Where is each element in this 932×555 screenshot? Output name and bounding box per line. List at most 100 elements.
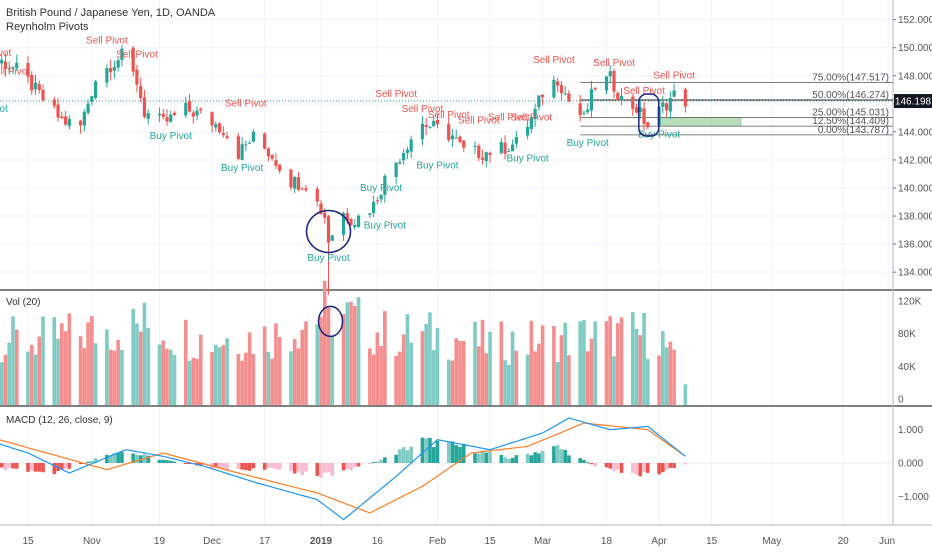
candle[interactable] [371, 195, 376, 218]
candle[interactable] [263, 132, 267, 150]
candle[interactable] [394, 161, 398, 184]
candle[interactable] [184, 96, 188, 118]
candle[interactable] [304, 185, 308, 192]
candle[interactable] [612, 68, 616, 99]
candle[interactable] [266, 147, 271, 162]
fibonacci-retracement[interactable]: 75.00%(147.517) 50.00%(146.274) 25.00%(145… [580, 73, 893, 136]
candle[interactable] [0, 55, 4, 68]
candle[interactable] [236, 132, 240, 161]
candle[interactable] [191, 110, 195, 124]
candle[interactable] [82, 109, 86, 132]
candle[interactable] [326, 214, 331, 295]
candle[interactable] [120, 45, 124, 67]
candle[interactable] [289, 168, 293, 191]
candle[interactable] [435, 113, 440, 129]
candle[interactable] [172, 111, 177, 116]
candle[interactable] [424, 118, 428, 135]
candle[interactable] [293, 176, 297, 193]
macd-axis[interactable]: 1.000 0.000 −1.000 [898, 425, 929, 503]
candle[interactable] [646, 121, 650, 129]
candle[interactable] [507, 148, 511, 153]
candle[interactable] [78, 119, 83, 134]
candle[interactable] [330, 235, 334, 242]
candle[interactable] [112, 60, 116, 79]
candle[interactable] [52, 96, 56, 109]
candle[interactable] [510, 139, 515, 152]
candle[interactable] [67, 115, 71, 130]
candle[interactable] [90, 96, 94, 106]
candle[interactable] [135, 64, 139, 93]
candle[interactable] [616, 91, 620, 101]
candle[interactable] [619, 88, 624, 105]
volume-bars[interactable] [0, 280, 688, 405]
candle[interactable] [7, 61, 11, 74]
candle[interactable] [240, 136, 244, 161]
candle[interactable] [559, 81, 564, 102]
candle[interactable] [484, 151, 488, 168]
candles[interactable] [0, 45, 687, 295]
candle[interactable] [187, 93, 192, 113]
candle[interactable] [315, 185, 319, 207]
candle[interactable] [537, 95, 541, 111]
volume-pane-label[interactable]: Vol (20) [6, 297, 41, 308]
candle[interactable] [278, 164, 282, 174]
candle[interactable] [56, 98, 60, 122]
candle[interactable] [221, 126, 225, 138]
candle[interactable] [488, 151, 492, 163]
candle[interactable] [86, 99, 90, 116]
circle-annotation[interactable] [305, 209, 352, 254]
candle[interactable] [15, 54, 19, 71]
candle[interactable] [541, 94, 545, 106]
candle[interactable] [567, 89, 571, 102]
candle[interactable] [379, 194, 383, 204]
candle[interactable] [563, 85, 567, 96]
price-axis[interactable]: 152.000150.000148.000146.000144.000142.0… [893, 15, 932, 279]
candle[interactable] [165, 109, 169, 126]
candle[interactable] [353, 219, 357, 230]
candle[interactable] [225, 131, 229, 140]
candle[interactable] [672, 83, 676, 98]
symbol-title[interactable]: British Pound / Japanese Yen, 1D, OANDA [6, 7, 216, 19]
candle[interactable] [63, 111, 68, 126]
candle[interactable] [274, 153, 278, 170]
candle[interactable] [214, 121, 218, 132]
candle[interactable] [270, 154, 274, 161]
candle[interactable] [473, 141, 477, 154]
indicator-name[interactable]: Reynholm Pivots [6, 21, 89, 33]
candle[interactable] [94, 79, 98, 100]
candle[interactable] [533, 103, 537, 127]
candle[interactable] [375, 196, 379, 205]
candle[interactable] [668, 91, 672, 119]
candle[interactable] [41, 84, 45, 102]
candle[interactable] [139, 77, 143, 102]
candle[interactable] [552, 75, 556, 100]
macd-indicator[interactable] [0, 417, 893, 521]
candle[interactable] [402, 148, 406, 165]
candle[interactable] [608, 65, 612, 84]
rect-annotation[interactable] [638, 93, 660, 137]
candle[interactable] [432, 116, 436, 127]
circle-annotation[interactable] [317, 305, 344, 338]
candle[interactable] [33, 74, 38, 95]
candle[interactable] [210, 111, 214, 133]
candle[interactable] [409, 135, 413, 159]
candle[interactable] [420, 115, 425, 146]
candle[interactable] [142, 89, 147, 119]
candle[interactable] [26, 56, 30, 84]
candle[interactable] [349, 217, 353, 226]
candle[interactable] [664, 102, 669, 117]
candle[interactable] [356, 214, 361, 228]
candle[interactable] [199, 107, 203, 114]
candle[interactable] [526, 119, 530, 140]
candle[interactable] [514, 130, 518, 148]
candle[interactable] [116, 57, 120, 72]
candle[interactable] [661, 95, 665, 114]
candle[interactable] [582, 110, 586, 116]
candle[interactable] [300, 186, 304, 190]
candle[interactable] [462, 140, 466, 152]
candle[interactable] [586, 103, 590, 115]
candle[interactable] [503, 135, 507, 160]
candle[interactable] [296, 172, 301, 192]
candle[interactable] [383, 173, 387, 203]
